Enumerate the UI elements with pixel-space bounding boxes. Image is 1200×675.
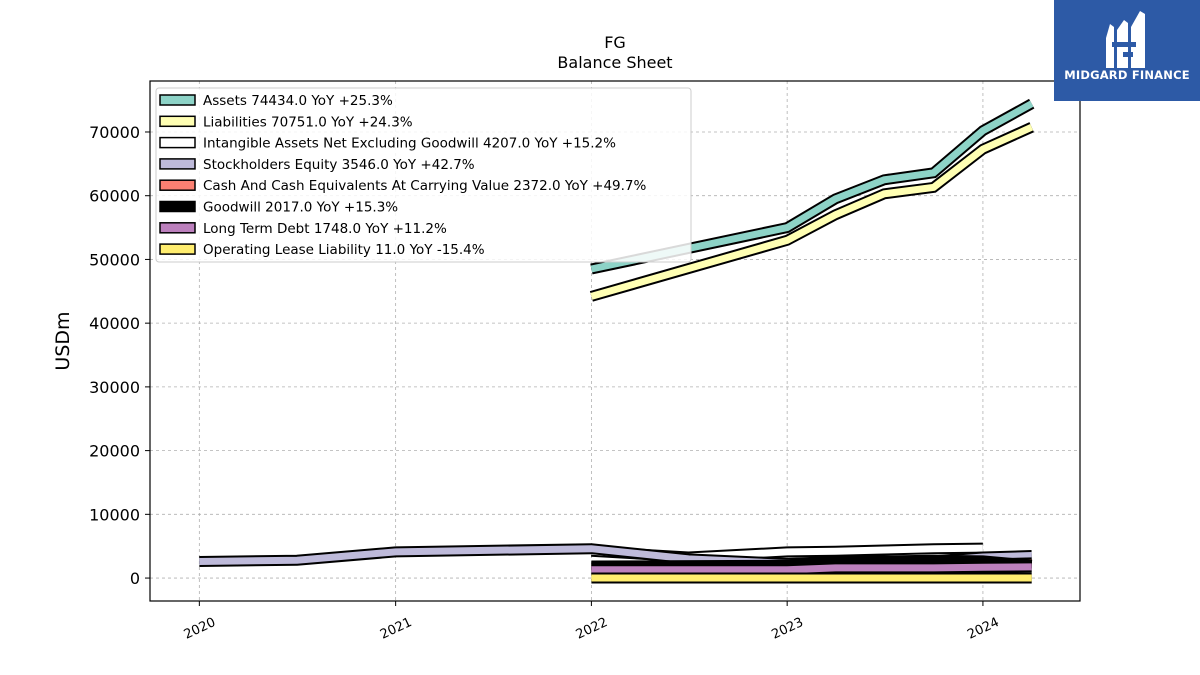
x-tick-label: 2023: [770, 615, 806, 643]
legend-label: Operating Lease Liability 11.0 YoY -15.4…: [203, 242, 485, 258]
x-tick-label: 2024: [965, 615, 1001, 643]
y-axis-label: USDm: [52, 311, 74, 370]
legend-swatch: [159, 158, 196, 170]
y-tick-label: 50000: [89, 250, 140, 269]
legend-swatch: [159, 115, 196, 128]
legend-swatch: [159, 94, 196, 106]
legend-swatch: [159, 179, 196, 191]
chart-title: FG: [604, 33, 626, 52]
chart-subtitle: Balance Sheet: [557, 53, 672, 72]
x-tick-label: 2020: [182, 615, 218, 643]
y-tick-label: 30000: [89, 378, 140, 397]
legend-label: Goodwill 2017.0 YoY +15.3%: [203, 200, 398, 216]
y-axis-ticks: 0 10000 20000 30000 40000 50000 60000 70000: [89, 123, 150, 588]
legend-label: Cash And Cash Equivalents At Carrying Va…: [203, 178, 647, 194]
legend-swatch: [159, 200, 196, 213]
legend-label: Stockholders Equity 3546.0 YoY +42.7%: [203, 157, 475, 173]
legend-label: Long Term Debt 1748.0 YoY +11.2%: [203, 221, 447, 237]
series-line: [590, 124, 1034, 300]
legend-label: Intangible Assets Net Excluding Goodwill…: [203, 136, 616, 152]
x-tick-label: 2022: [574, 615, 610, 643]
logo-text: MIDGARD FINANCE: [1064, 68, 1190, 82]
legend-swatch: [159, 243, 196, 255]
series-lines: [199, 98, 1035, 584]
legend-box: [155, 87, 692, 263]
y-tick-label: 60000: [89, 187, 140, 206]
y-tick-label: 10000: [89, 505, 140, 524]
brand-logo: MIDGARD FINANCE: [1054, 0, 1200, 101]
y-tick-label: 70000: [89, 123, 140, 142]
legend: Assets 74434.0 YoY +25.3% Liabilities 707…: [155, 87, 692, 263]
x-axis-ticks: 2020 2021 2022 2023 2024: [182, 601, 1002, 643]
legend-swatch: [159, 136, 196, 149]
legend-label: Assets 74434.0 YoY +25.3%: [203, 93, 393, 109]
legend-swatch: [159, 222, 196, 234]
y-tick-label: 40000: [89, 314, 140, 333]
midgard-logo-icon: [1106, 11, 1145, 68]
y-tick-label: 0: [130, 569, 140, 588]
legend-label: Liabilities 70751.0 YoY +24.3%: [203, 114, 413, 130]
series-line: [590, 100, 1034, 273]
plot-frame: [149, 80, 1081, 602]
series-line: [591, 563, 1032, 574]
y-tick-label: 20000: [89, 442, 140, 461]
x-tick-label: 2021: [378, 615, 414, 643]
